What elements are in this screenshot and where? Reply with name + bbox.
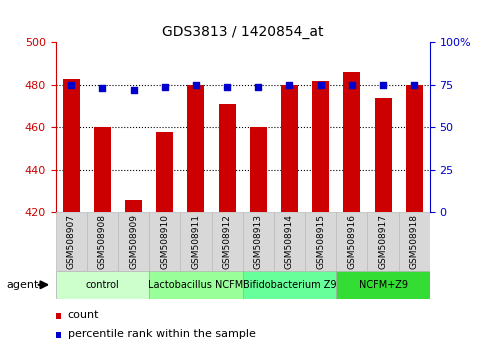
Point	[161, 84, 169, 90]
Bar	[242, 271, 336, 299]
Text: percentile rank within the sample: percentile rank within the sample	[68, 329, 256, 339]
Point	[192, 82, 200, 88]
Point	[223, 84, 231, 90]
Point	[99, 86, 106, 91]
Bar	[406, 85, 423, 212]
Bar	[305, 212, 336, 271]
Bar	[343, 72, 360, 212]
Text: count: count	[68, 310, 99, 320]
Text: GSM508907: GSM508907	[67, 214, 76, 269]
Bar	[398, 212, 430, 271]
Bar	[368, 212, 398, 271]
Text: Bifidobacterium Z9: Bifidobacterium Z9	[243, 280, 336, 290]
Text: GSM508909: GSM508909	[129, 214, 138, 269]
Bar	[156, 132, 173, 212]
Bar	[56, 271, 149, 299]
Text: Lactobacillus NCFM: Lactobacillus NCFM	[148, 280, 243, 290]
Bar	[212, 212, 242, 271]
Point	[67, 82, 75, 88]
Text: GSM508915: GSM508915	[316, 214, 325, 269]
Point	[285, 82, 293, 88]
Bar	[87, 212, 118, 271]
Text: GSM508918: GSM508918	[410, 214, 419, 269]
Bar	[374, 98, 392, 212]
Bar	[250, 127, 267, 212]
Point	[348, 82, 356, 88]
Text: GSM508908: GSM508908	[98, 214, 107, 269]
Bar	[56, 212, 87, 271]
Bar	[187, 85, 204, 212]
Bar	[281, 85, 298, 212]
Text: control: control	[85, 280, 119, 290]
Bar	[274, 212, 305, 271]
Point	[317, 82, 325, 88]
Text: GSM508917: GSM508917	[379, 214, 387, 269]
Text: GSM508912: GSM508912	[223, 214, 232, 269]
Bar	[336, 212, 368, 271]
Bar	[63, 79, 80, 212]
Bar	[336, 271, 430, 299]
Bar	[149, 212, 180, 271]
Point	[255, 84, 262, 90]
Point	[411, 82, 418, 88]
Bar	[312, 81, 329, 212]
Bar	[218, 104, 236, 212]
Bar	[118, 212, 149, 271]
Text: GSM508916: GSM508916	[347, 214, 356, 269]
Point	[379, 82, 387, 88]
Bar	[149, 271, 242, 299]
Text: GSM508913: GSM508913	[254, 214, 263, 269]
Bar	[125, 200, 142, 212]
Text: agent: agent	[6, 280, 39, 290]
Text: NCFM+Z9: NCFM+Z9	[358, 280, 408, 290]
Bar	[94, 127, 111, 212]
Text: GSM508914: GSM508914	[285, 214, 294, 269]
Point	[129, 87, 137, 93]
Text: GSM508910: GSM508910	[160, 214, 169, 269]
Text: GSM508911: GSM508911	[191, 214, 200, 269]
Bar	[242, 212, 274, 271]
Title: GDS3813 / 1420854_at: GDS3813 / 1420854_at	[162, 25, 324, 39]
Bar	[180, 212, 212, 271]
